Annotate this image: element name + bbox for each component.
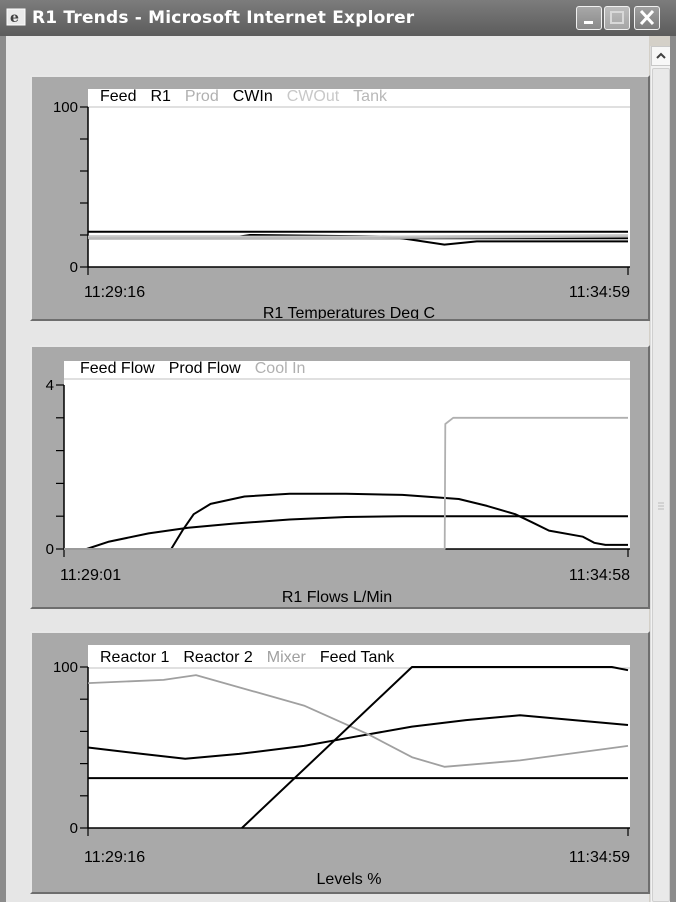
maximize-button[interactable] [604, 6, 630, 30]
y-tick-label: 4 [46, 377, 54, 394]
scroll-up-button[interactable] [651, 46, 671, 66]
legend-entry: CWIn [233, 88, 273, 105]
series-line-mixer [87, 674, 629, 768]
temperature-chart-panel: 0 100 11:29:16 11:34:59 R1 Temperatures Deg … [30, 75, 650, 321]
minimize-icon [584, 21, 593, 24]
series-line-reactor-1 [87, 714, 629, 760]
legend-entry: Feed Tank [320, 649, 395, 666]
plot-area [64, 361, 630, 549]
series-line-tank [88, 235, 629, 240]
y-tick-label: 100 [53, 659, 78, 676]
x-tick-label-start: 11:29:01 [60, 567, 121, 584]
x-tick-label-end: 11:34:59 [569, 849, 630, 866]
chevron-up-icon [656, 52, 666, 59]
window-frame-left [0, 36, 6, 902]
x-tick-label-start: 11:29:16 [84, 284, 145, 301]
legend-entry: Prod Flow [169, 360, 241, 377]
y-tick-label: 100 [53, 99, 78, 116]
series-line-feed-flow [64, 515, 628, 550]
y-tick-label: 0 [70, 259, 78, 276]
series-line-prod-flow [64, 492, 628, 550]
minimize-button[interactable] [576, 6, 602, 30]
x-tick-label-start: 11:29:16 [84, 849, 145, 866]
series-line-cwout [88, 234, 629, 238]
series-line-feed-tank [241, 666, 629, 829]
y-tick-label: 0 [70, 820, 78, 837]
legend-entry: Reactor 1 [100, 649, 169, 666]
legend-entry: Mixer [267, 649, 307, 666]
level-chart: 0 100 11:29:16 11:34:59 Levels % Reactor 1 Rea… [53, 645, 630, 888]
plot-area [88, 89, 630, 267]
scroll-thumb[interactable] [652, 68, 670, 902]
title-bar[interactable]: e R1 Trends - Microsoft Internet Explore… [0, 0, 676, 36]
chart-title: Levels % [317, 871, 382, 888]
flow-chart: 0 4 11:29:01 11:34:58 R1 Flows L/Min Feed Flo… [46, 360, 630, 606]
legend-entry: R1 [150, 88, 171, 105]
x-tick-label-end: 11:34:59 [569, 284, 630, 301]
chart-title: R1 Flows L/Min [282, 589, 392, 606]
close-icon [639, 9, 655, 26]
close-button[interactable] [634, 6, 660, 30]
legend-entry: Reactor 2 [183, 649, 252, 666]
window-title: R1 Trends - Microsoft Internet Explorer [32, 8, 415, 28]
window-frame-right [670, 36, 676, 902]
vertical-scrollbar[interactable] [650, 46, 671, 902]
legend-entry: Feed [100, 88, 136, 105]
temperature-chart: 0 100 11:29:16 11:34:59 R1 Temperatures Deg … [53, 88, 630, 319]
y-tick-label: 0 [46, 541, 54, 558]
chart-title: R1 Temperatures Deg C [263, 305, 435, 319]
legend-entry: Tank [353, 88, 388, 105]
legend-entry: CWOut [287, 88, 340, 105]
grip-icon [658, 502, 664, 510]
maximize-icon [610, 11, 624, 24]
svg-text:e: e [10, 10, 19, 26]
flow-chart-panel: 0 4 11:29:01 11:34:58 R1 Flows L/Min Feed Flo… [30, 345, 650, 609]
legend-entry: Prod [185, 88, 219, 105]
legend-entry: Feed Flow [80, 360, 155, 377]
series-line-cool-in [64, 416, 628, 550]
level-chart-panel: 0 100 11:29:16 11:34:59 Levels % Reactor 1 Rea… [30, 631, 650, 894]
legend-entry: Cool In [255, 360, 306, 377]
x-tick-label-end: 11:34:58 [569, 567, 630, 584]
internet-explorer-icon: e [6, 8, 26, 26]
